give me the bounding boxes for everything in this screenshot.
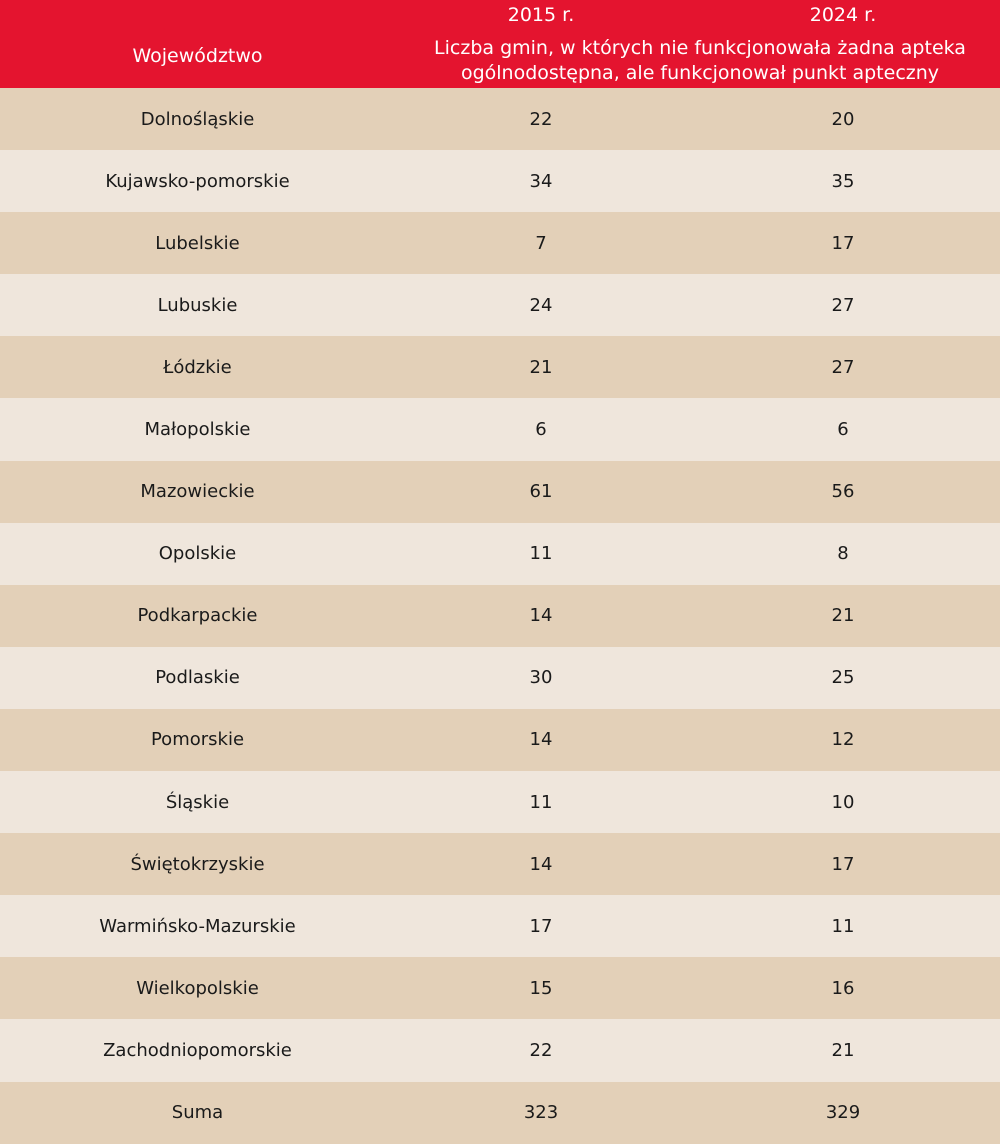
- column-header-region: Województwo: [132, 45, 263, 67]
- table-row: Zachodniopomorskie 22 21: [0, 1019, 1000, 1082]
- value-2015-cell: 24: [529, 294, 553, 316]
- region-cell: Mazowieckie: [140, 481, 255, 503]
- table-row: Łódzkie 21 27: [0, 336, 1000, 399]
- table-row: Warmińsko-Mazurskie 17 11: [0, 895, 1000, 958]
- value-2024-cell: 25: [831, 667, 855, 689]
- value-2024-cell: 17: [831, 232, 855, 254]
- value-2024-cell: 27: [831, 356, 855, 378]
- table-body: Dolnośląskie 22 20 Kujawsko-pomorskie 34 35 Lu…: [0, 88, 1000, 1144]
- column-header-2024: 2024 r.: [809, 4, 877, 26]
- region-cell: Świętokrzyskie: [130, 853, 265, 875]
- value-2024-cell: 8: [837, 543, 849, 565]
- region-cell: Śląskie: [165, 791, 230, 813]
- table-row: Opolskie 11 8: [0, 522, 1000, 585]
- table-row: Wielkopolskie 15 16: [0, 957, 1000, 1020]
- table-row: Świętokrzyskie 14 17: [0, 833, 1000, 896]
- region-cell: Opolskie: [158, 543, 237, 565]
- region-cell: Małopolskie: [144, 419, 251, 441]
- region-cell: Pomorskie: [150, 729, 245, 751]
- value-2024-cell: 56: [831, 481, 855, 503]
- value-2015-cell: 30: [529, 667, 553, 689]
- table-row: Podlaskie 30 25: [0, 646, 1000, 709]
- region-cell: Lubelskie: [155, 232, 240, 254]
- value-2024-cell: 10: [831, 791, 855, 813]
- table-row: Lubuskie 24 27: [0, 274, 1000, 337]
- value-2024-cell: 27: [831, 294, 855, 316]
- value-2015-cell: 15: [529, 977, 553, 999]
- region-cell: Podkarpackie: [137, 605, 258, 627]
- value-2015-cell: 22: [529, 108, 553, 130]
- value-2015-cell: 14: [529, 729, 553, 751]
- value-2024-cell: 35: [831, 170, 855, 192]
- value-2015-cell: 14: [529, 853, 553, 875]
- table-row: Małopolskie 6 6: [0, 398, 1000, 461]
- value-2024-cell: 12: [831, 729, 855, 751]
- value-2015-cell: 323: [523, 1102, 559, 1124]
- table-row: Mazowieckie 61 56: [0, 460, 1000, 523]
- value-2024-cell: 21: [831, 1039, 855, 1061]
- table-row: Lubelskie 7 17: [0, 212, 1000, 275]
- region-cell: Lubuskie: [157, 294, 238, 316]
- region-cell: Kujawsko-pomorskie: [105, 170, 290, 192]
- value-2024-cell: 16: [831, 977, 855, 999]
- column-subheader: Liczba gmin, w których nie funkcjonowała…: [434, 37, 966, 84]
- value-2024-cell: 20: [831, 108, 855, 130]
- value-2024-cell: 329: [825, 1102, 861, 1124]
- column-header-2015: 2015 r.: [507, 4, 575, 26]
- region-cell: Dolnośląskie: [140, 108, 255, 130]
- value-2015-cell: 21: [529, 356, 553, 378]
- value-2015-cell: 34: [529, 170, 553, 192]
- region-cell: Suma: [171, 1102, 224, 1124]
- table-header: Województwo 2015 r. 2024 r. Liczba gmin,…: [0, 0, 1000, 88]
- table-row: Podkarpackie 14 21: [0, 584, 1000, 647]
- value-2015-cell: 17: [529, 915, 553, 937]
- region-cell: Wielkopolskie: [136, 977, 259, 999]
- value-2024-cell: 21: [831, 605, 855, 627]
- table-row: Kujawsko-pomorskie 34 35: [0, 150, 1000, 213]
- value-2024-cell: 11: [831, 915, 855, 937]
- value-2015-cell: 6: [535, 419, 547, 441]
- value-2024-cell: 17: [831, 853, 855, 875]
- region-cell: Warmińsko-Mazurskie: [99, 915, 296, 937]
- table-row: Dolnośląskie 22 20: [0, 88, 1000, 151]
- region-cell: Podlaskie: [155, 667, 240, 689]
- value-2015-cell: 11: [529, 791, 553, 813]
- region-cell: Łódzkie: [163, 356, 232, 378]
- value-2015-cell: 61: [529, 481, 553, 503]
- region-cell: Zachodniopomorskie: [103, 1039, 292, 1061]
- value-2024-cell: 6: [837, 419, 849, 441]
- value-2015-cell: 14: [529, 605, 553, 627]
- table-row: Pomorskie 14 12: [0, 708, 1000, 772]
- table-row: Śląskie 11 10: [0, 771, 1000, 834]
- value-2015-cell: 11: [529, 543, 553, 565]
- value-2015-cell: 22: [529, 1039, 553, 1061]
- value-2015-cell: 7: [535, 232, 547, 254]
- table-row-total: Suma 323 329: [0, 1081, 1000, 1144]
